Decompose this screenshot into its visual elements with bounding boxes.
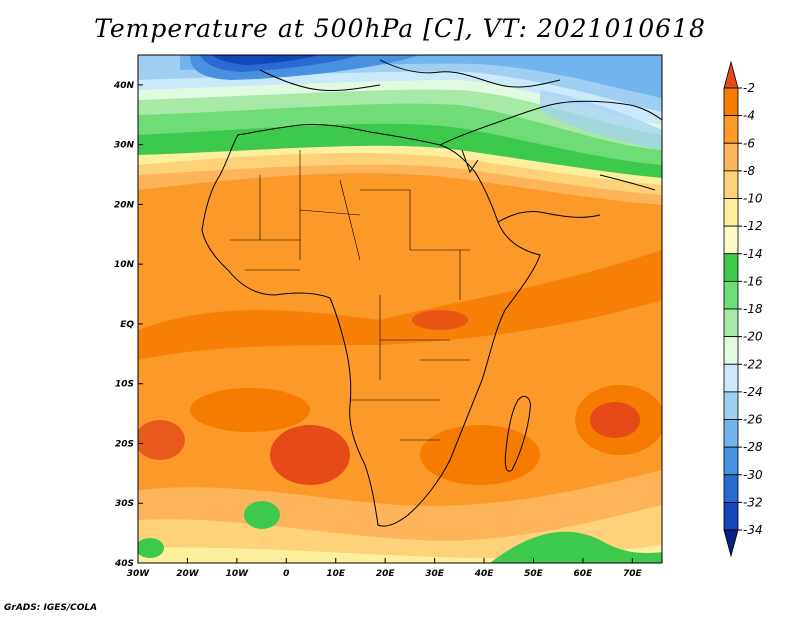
lat-tick-label: 10S — [115, 380, 134, 390]
colorbar-label: -30 — [743, 468, 763, 482]
colorbar-swatch — [723, 308, 739, 338]
lat-tick-group: 40N 30N 20N 10N EQ 10S 20S 30S 40S — [113, 81, 143, 569]
colorbar-swatch — [723, 198, 739, 227]
colorbar-swatch — [723, 225, 739, 255]
colorbar-label: -8 — [743, 164, 755, 178]
colorbar-swatch — [723, 170, 739, 199]
coastlines — [201, 59, 662, 527]
lon-tick-label: 40E — [474, 569, 495, 579]
colorbar: -2 -4 -6 -8 -10 -12 -14 -16 -18 -20 -22 -24 -26 -28 -3… — [723, 60, 763, 558]
colorbar-swatch — [723, 336, 739, 365]
colorbar-swatch — [723, 474, 739, 503]
lat-tick-label: 40S — [114, 559, 134, 569]
colorbar-swatch — [723, 87, 739, 117]
colorbar-label: -28 — [743, 440, 763, 454]
lat-tick-label: 30S — [115, 499, 134, 509]
colorbar-swatch — [723, 142, 739, 172]
lon-tick-label: 30W — [127, 569, 151, 579]
lon-tick-label: 50E — [524, 569, 544, 579]
colorbar-label: -34 — [743, 523, 763, 537]
chart-title: Temperature at 500hPa [C], VT: 202101061… — [94, 14, 706, 43]
lon-tick-group: 30W 20W 10W 0 10E 20E 30E 40E 50E 60E 70E — [127, 558, 643, 579]
lon-tick-label: 70E — [623, 569, 643, 579]
plot-frame — [137, 54, 663, 564]
colorbar-label: -22 — [743, 357, 763, 371]
lat-tick-label: 40N — [113, 81, 135, 91]
lon-tick-label: 20W — [176, 569, 200, 579]
lat-tick-label: 30N — [114, 141, 135, 151]
colorbar-label: -26 — [743, 413, 763, 427]
colorbar-swatch — [723, 253, 739, 282]
colorbar-swatch — [723, 280, 739, 310]
colorbar-label: -10 — [743, 192, 763, 206]
colorbar-swatch — [723, 391, 739, 420]
lon-tick-label: 60E — [574, 569, 594, 579]
colorbar-label: -32 — [743, 495, 763, 509]
colorbar-label: -14 — [743, 247, 763, 261]
colorbar-label: -12 — [743, 219, 763, 233]
footer-credit: GrADS: IGES/COLA — [4, 603, 98, 613]
lon-tick-label: 10E — [326, 569, 346, 579]
temperature-field — [138, 55, 662, 563]
colorbar-label: -18 — [743, 302, 763, 316]
colorbar-label: -6 — [743, 136, 755, 150]
colorbar-swatch — [723, 501, 739, 531]
colorbar-swatch — [723, 363, 739, 393]
colorbar-swatch — [723, 419, 739, 448]
lon-tick-label: 20E — [376, 569, 396, 579]
lat-tick-label: 20S — [115, 439, 134, 449]
colorbar-label: -24 — [743, 385, 763, 399]
colorbar-top-arrow — [723, 60, 739, 89]
colorbar-swatch — [723, 115, 739, 144]
colorbar-swatch — [723, 446, 739, 476]
country-borders — [230, 150, 470, 441]
colorbar-bottom-arrow — [723, 529, 739, 558]
colorbar-label: -20 — [743, 330, 763, 344]
lon-tick-label: 10W — [226, 569, 250, 579]
lat-tick-label: EQ — [120, 320, 134, 330]
colorbar-label: -4 — [743, 109, 755, 123]
colorbar-label: -2 — [743, 81, 755, 95]
lon-tick-label: 30E — [425, 569, 445, 579]
lon-tick-label: 0 — [283, 569, 289, 579]
lat-tick-label: 20N — [114, 200, 135, 210]
colorbar-label: -16 — [743, 274, 763, 288]
lat-tick-label: 10N — [114, 260, 135, 270]
